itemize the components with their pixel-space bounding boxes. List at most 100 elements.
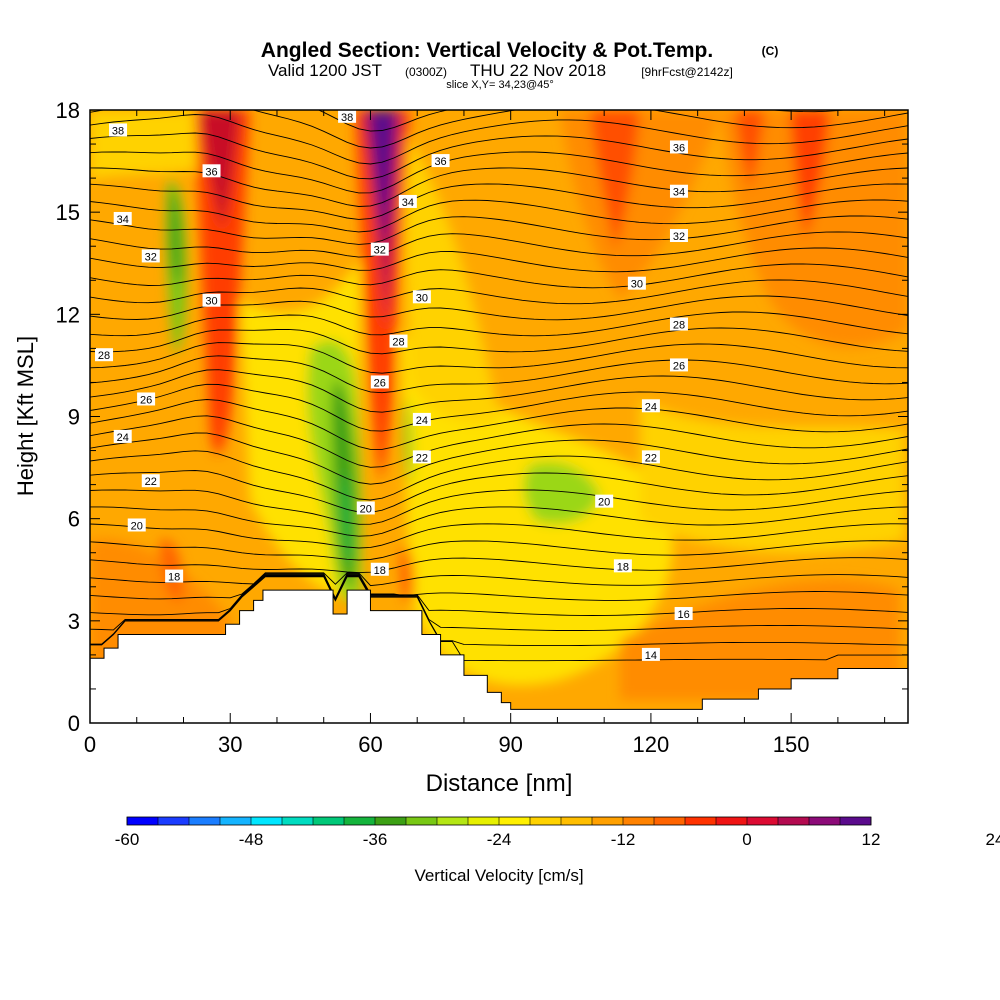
isentrope-label-text: 28 [98, 350, 110, 362]
isentrope-label: 20 [127, 518, 146, 532]
isentrope-label: 32 [141, 249, 160, 263]
y-tick-label: 18 [56, 98, 80, 123]
velocity-region [401, 545, 414, 605]
isentrope-label: 26 [137, 392, 156, 406]
colorbar-swatch [375, 817, 406, 825]
isentrope-label: 24 [641, 399, 660, 413]
isentrope-label-text: 20 [360, 503, 372, 515]
isentrope-label-text: 20 [598, 497, 610, 509]
colorbar: -60 -48 -36 -24 -12 0 12 24 [115, 816, 1000, 849]
slice-label: slice X,Y= 34,23@45° [446, 79, 554, 91]
isentrope-label-bg [412, 290, 431, 304]
isentrope-label-bg [113, 429, 132, 443]
chart-title-unit: (C) [762, 44, 779, 58]
colorbar-tick-label: 12 [862, 830, 881, 849]
isentrope-label-text: 28 [392, 337, 404, 349]
isentrope-line [90, 295, 908, 321]
isentrope-label-bg [137, 392, 156, 406]
isentrope-label-text: 18 [374, 565, 386, 577]
isentrope-label-text: 16 [678, 609, 690, 621]
isentrope-label-bg [669, 317, 688, 331]
isentrope-label-bg [641, 647, 660, 661]
isentrope-line [90, 199, 908, 233]
isentrope-label-group: 38 36 34 32 30 28 26 24 22 20 18 38 36 34 32 30 28 26 24 22… [95, 110, 693, 662]
x-tick-label: 150 [773, 732, 810, 757]
isentrope-line [90, 369, 908, 413]
colorbar-swatch [344, 817, 375, 825]
isentrope-label-bg [627, 276, 646, 290]
isentrope-label-text: 24 [117, 432, 129, 444]
isentrope-label: 34 [113, 211, 132, 226]
isentrope-label: 22 [141, 474, 160, 488]
isentrope-label-bg [165, 569, 184, 583]
isentrope-label-bg [356, 501, 375, 515]
isentrope-line [90, 432, 908, 485]
isentrope-label-bg [398, 194, 417, 208]
isentrope-label: 18 [370, 562, 389, 577]
velocity-region [420, 200, 480, 400]
isentrope-label-bg [370, 242, 389, 256]
colorbar-swatch [313, 817, 344, 825]
colorbar-tick-label: -12 [611, 830, 636, 849]
terrain [90, 589, 908, 723]
isentrope-line [90, 183, 908, 220]
colorbar-swatch [592, 817, 623, 825]
isentrope-label: 22 [412, 450, 431, 464]
plot-area: 38 36 34 32 30 28 26 24 22 20 18 38 36 34 32 30 28 26 24 22… [90, 110, 908, 723]
isentrope-label: 24 [412, 412, 431, 427]
isentrope-label-bg [641, 450, 660, 464]
isentrope-label-text: 32 [673, 231, 685, 243]
isentrope-label: 26 [669, 358, 688, 372]
isentrope-label: 28 [669, 317, 688, 332]
isentrope-line [90, 450, 908, 501]
velocity-region [640, 400, 905, 554]
isentrope-label: 38 [109, 123, 128, 137]
velocity-region [620, 579, 900, 700]
isentrope-line [90, 110, 908, 149]
isentrope-label: 30 [202, 293, 221, 308]
isentrope-label: 32 [669, 229, 688, 243]
isentrope-label-bg [95, 348, 114, 362]
colorbar-tick-label: 24 [986, 830, 1000, 849]
isentrope-label-text: 36 [205, 166, 217, 178]
velocity-region [170, 190, 182, 283]
isentrope-line [90, 575, 908, 647]
subtitle-valid: Valid 1200 JST [268, 61, 382, 80]
isentrope-label-bg [669, 184, 688, 198]
isentrope-lines [90, 110, 908, 662]
colorbar-swatch [530, 817, 561, 825]
y-axis-label: Height [Kft MSL] [13, 336, 38, 496]
isentrope-line [90, 167, 908, 207]
isentrope-label: 30 [627, 276, 646, 291]
isentrope-label-text: 36 [673, 142, 685, 154]
isentrope-label-text: 34 [673, 187, 685, 199]
isentrope-label-text: 30 [416, 292, 428, 304]
isentrope-label: 28 [389, 334, 408, 349]
colorbar-tick-label: -36 [363, 830, 388, 849]
y-tick-label: 3 [68, 609, 80, 634]
colorbar-swatch [840, 817, 871, 825]
subtitle-forecast: [9hrFcst@2142z] [641, 65, 733, 79]
isentrope-label-bg [412, 450, 431, 464]
isentrope-label-text: 20 [131, 520, 143, 532]
isentrope-label-text: 30 [205, 296, 217, 308]
isentrope-label-text: 22 [416, 452, 428, 464]
isentrope-label: 18 [613, 559, 632, 573]
colorbar-swatch [189, 817, 220, 825]
isentrope-label: 26 [370, 375, 389, 389]
y-tick-label: 9 [68, 405, 80, 430]
colorbar-swatch [623, 817, 654, 825]
isentrope-label-bg [338, 110, 357, 123]
isentrope-label-text: 24 [416, 415, 428, 427]
velocity-region [355, 110, 410, 480]
isentrope-line [90, 573, 908, 601]
y-tick-label: 0 [68, 711, 80, 736]
isentrope-line [90, 557, 908, 574]
velocity-region [341, 470, 352, 562]
isentrope-label: 34 [669, 184, 688, 199]
isentrope-label: 18 [165, 569, 184, 584]
isentrope-label-bg [669, 358, 688, 372]
isentrope-line [90, 523, 908, 549]
